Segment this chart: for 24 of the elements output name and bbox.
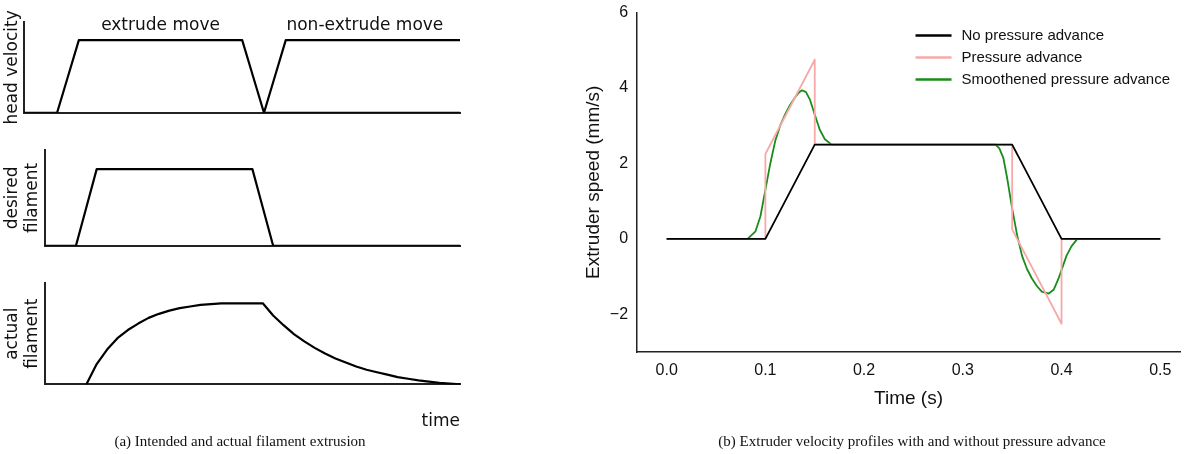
legend-label: Pressure advance [961, 47, 1083, 65]
x-tick-label: 0.5 [1149, 361, 1172, 379]
x-axis-title: Time (s) [874, 386, 943, 408]
legend-label: Smoothened pressure advance [961, 69, 1171, 87]
x-axis-title: time [421, 410, 460, 431]
y-axis-title: desired filament [0, 162, 42, 234]
text: (a) Intended and actual filament extrusion [114, 433, 367, 451]
text: (b) Extruder velocity profiles with and without pressure advance [718, 433, 1107, 451]
y-tick-label: 4 [619, 78, 629, 96]
y-axis-title: head velocity [0, 10, 21, 125]
x-tick-label: 0.3 [951, 361, 975, 379]
x-tick-label: 0.0 [655, 361, 678, 379]
x-tick-label: 0.4 [1050, 361, 1073, 379]
y-axis-title: Extruder speed (mm/s) [581, 85, 603, 279]
y-tick-label: 2 [619, 153, 629, 171]
legend-label: No pressure advance [961, 25, 1105, 43]
y-axis-title: actual filament [0, 298, 42, 369]
y-tick-label: 0 [619, 229, 629, 247]
text: extrude move [101, 14, 220, 35]
x-tick-label: 0.2 [852, 361, 876, 379]
x-tick-label: 0.1 [754, 361, 777, 379]
y-tick-label: 6 [619, 3, 629, 21]
text: non-extrude move [286, 14, 444, 35]
y-tick-label: −2 [609, 304, 629, 322]
